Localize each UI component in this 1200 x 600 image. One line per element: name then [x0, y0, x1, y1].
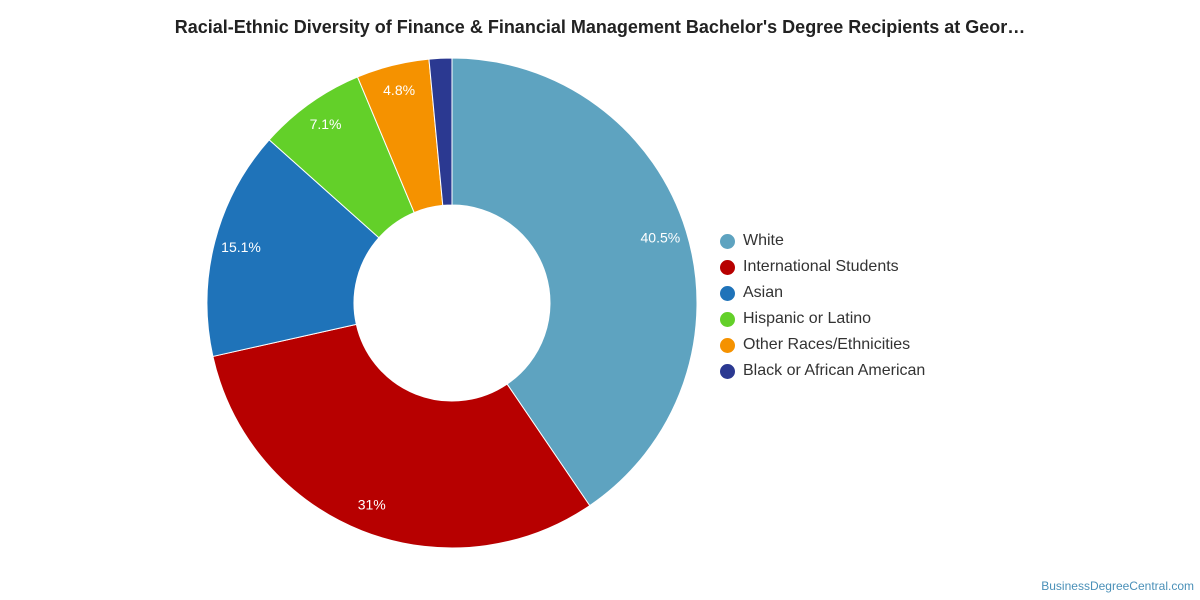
- legend-swatch: [720, 363, 735, 379]
- legend-label: Black or African American: [743, 362, 926, 379]
- legend-item-white[interactable]: White: [720, 228, 925, 254]
- legend-swatch: [720, 337, 735, 353]
- slice-international-students[interactable]: [212, 323, 591, 549]
- data-label-international-students: 31%: [358, 496, 386, 512]
- legend-item-black-or-african-american[interactable]: Black or African American: [720, 358, 925, 384]
- legend-item-hispanic-or-latino[interactable]: Hispanic or Latino: [720, 306, 925, 332]
- legend-item-asian[interactable]: Asian: [720, 280, 925, 306]
- data-label-other-races-ethnicities: 4.8%: [383, 82, 415, 98]
- data-label-hispanic-or-latino: 7.1%: [310, 116, 342, 132]
- legend-item-international-students[interactable]: International Students: [720, 254, 925, 280]
- slice-white[interactable]: [451, 57, 698, 507]
- legend-label: Hispanic or Latino: [743, 310, 872, 327]
- source-credit[interactable]: BusinessDegreeCentral.com: [1041, 579, 1194, 593]
- legend: White International Students Asian Hispanic…: [720, 228, 925, 384]
- slice-black-or-african-american[interactable]: [428, 57, 453, 206]
- legend-swatch: [720, 311, 735, 327]
- legend-label: International Students: [743, 258, 899, 275]
- legend-label: White: [743, 232, 784, 249]
- data-label-asian: 15.1%: [221, 239, 261, 255]
- legend-swatch: [720, 233, 735, 249]
- slices-group: [206, 57, 698, 549]
- legend-label: Asian: [743, 284, 784, 301]
- labels-group: 40.5% 31% 15.1% 7.1% 4.8%: [221, 82, 680, 512]
- chart-title: Racial-Ethnic Diversity of Finance & Fin…: [174, 17, 1026, 37]
- legend-swatch: [720, 259, 735, 275]
- legend-item-other-races-ethnicities[interactable]: Other Races/Ethnicities: [720, 332, 925, 358]
- legend-label: Other Races/Ethnicities: [743, 336, 911, 353]
- legend-swatch: [720, 285, 735, 301]
- data-label-white: 40.5%: [641, 230, 681, 246]
- slice-asian[interactable]: [206, 139, 380, 358]
